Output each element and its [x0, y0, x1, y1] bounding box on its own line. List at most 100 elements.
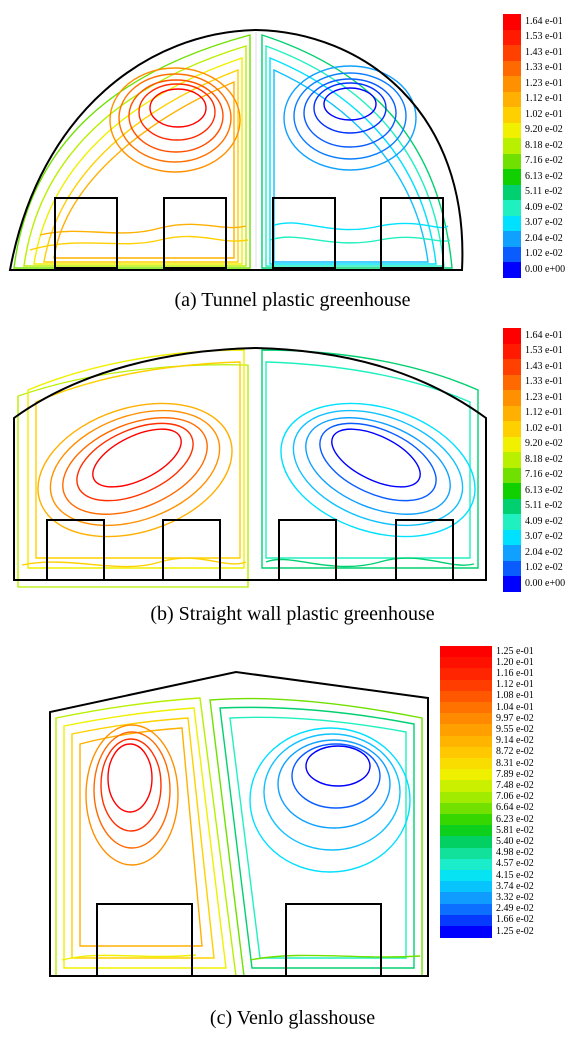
colorbar-tick-label: 1.23 e-01	[525, 77, 563, 89]
colorbar-tick-label: 1.04 e-01	[496, 701, 534, 713]
caption-straight-wall: (b) Straight wall plastic greenhouse	[150, 603, 435, 625]
colorbar-tick-label: 6.13 e-02	[525, 170, 563, 182]
colorbar-swatch	[503, 153, 521, 170]
crop-block	[278, 519, 337, 581]
colorbar-swatch	[503, 138, 521, 154]
colorbar-tick-label: 5.40 e-02	[496, 836, 534, 847]
crop-block	[96, 903, 193, 977]
streamline-plot-venlo	[49, 670, 429, 977]
colorbar-swatch	[503, 467, 521, 484]
colorbar-swatch	[503, 246, 521, 263]
crop-block	[46, 519, 105, 581]
colorbar-tick-label: 3.07 e-02	[525, 531, 563, 543]
colorbar-swatch	[440, 668, 492, 681]
left-vortex-streamlines	[17, 349, 249, 588]
colorbar-swatch	[503, 91, 521, 108]
colorbar-tick-label: 9.55 e-02	[496, 724, 534, 735]
colorbar-tick-label: 1.20 e-01	[496, 656, 534, 668]
colorbar-tick-label: 1.43 e-01	[525, 46, 563, 58]
colorbar-swatch	[503, 483, 521, 499]
colorbar-tick-label: 9.20 e-02	[525, 124, 563, 136]
colorbar-swatch	[503, 14, 521, 30]
colorbar-swatch	[440, 690, 492, 703]
crop-block	[285, 903, 382, 977]
colorbar-tick-label: 1.02 e-01	[525, 422, 563, 434]
colorbar-swatch	[503, 60, 521, 77]
colorbar-tick-label: 6.64 e-02	[496, 802, 534, 814]
colorbar-swatch	[503, 545, 521, 561]
colorbar-swatch	[503, 390, 521, 406]
colorbar-tick-label: 3.07 e-02	[525, 217, 563, 229]
colorbar-tick-label: 1.64 e-01	[525, 329, 563, 341]
colorbar-swatch	[440, 758, 492, 770]
colorbar-swatch	[440, 769, 492, 781]
colorbar-swatch	[503, 45, 521, 61]
caption-venlo: (c) Venlo glasshouse	[209, 1007, 376, 1029]
colorbar-swatch	[440, 847, 492, 860]
caption-tunnel: (a) Tunnel plastic greenhouse	[174, 289, 411, 311]
crop-blocks	[96, 903, 382, 977]
colorbar-swatch	[503, 421, 521, 437]
colorbar-tick-label: 5.11 e-02	[525, 186, 563, 198]
colorbar-swatch	[440, 802, 492, 815]
colorbar-swatch	[440, 903, 492, 916]
right-vortex-streamlines	[209, 697, 423, 977]
colorbar-tick-label: 1.66 e-02	[496, 914, 534, 926]
colorbar-tick-label: 1.23 e-01	[525, 391, 563, 403]
right-vortex-streamlines	[261, 349, 479, 569]
colorbar-tick-label: 1.53 e-01	[525, 31, 563, 43]
colorbar-swatch	[503, 514, 521, 530]
colorbar-tick-label: 1.02 e-02	[525, 562, 563, 574]
colorbar-swatch	[440, 814, 492, 826]
colorbar-swatch	[503, 184, 521, 201]
colorbar-swatch	[440, 713, 492, 725]
lower-streamlines	[61, 954, 421, 961]
colorbar-swatch	[503, 215, 521, 232]
colorbar-swatch	[503, 359, 521, 375]
colorbar-tick-label: 6.23 e-02	[496, 813, 534, 825]
colorbar-swatch	[503, 29, 521, 46]
colorbar-tick-label: 0.00 e+00	[525, 577, 566, 589]
colorbar-tick-label: 7.06 e-02	[496, 791, 534, 803]
colorbar-tick-label: 4.09 e-02	[525, 515, 563, 527]
colorbar-tick-label: 7.48 e-02	[496, 780, 534, 791]
colorbar-swatch	[503, 374, 521, 391]
colorbar-swatch	[503, 560, 521, 577]
greenhouse-outline	[13, 346, 487, 581]
crop-block	[163, 197, 227, 269]
crop-block	[272, 197, 336, 269]
colorbar-swatch	[440, 914, 492, 927]
colorbar-swatch	[503, 498, 521, 515]
colorbar-tick-label: 1.64 e-01	[525, 15, 563, 27]
colorbar-swatch	[503, 231, 521, 247]
lower-streamlines	[29, 222, 451, 251]
colorbar-swatch	[503, 452, 521, 468]
colorbar-tick-label: 1.02 e-01	[525, 108, 563, 120]
colorbar-swatch	[440, 870, 492, 882]
figure-straight-wall: 1.64 e-01 1.53 e-01 1.43 e-01 1.33 e-01 1.23…	[0, 328, 585, 660]
colorbar-tick-label: 1.16 e-01	[496, 668, 534, 679]
colorbar-tick-label: 5.11 e-02	[525, 500, 563, 512]
crop-blocks	[46, 519, 454, 581]
colorbar-tick-label: 1.25 e-02	[496, 925, 534, 937]
colorbar-tick-label: 1.25 e-01	[496, 645, 534, 657]
colorbar-tick-label: 1.43 e-01	[525, 360, 563, 372]
colorbar-tick-label: 8.18 e-02	[525, 139, 563, 151]
colorbar-tick-label: 6.13 e-02	[525, 484, 563, 496]
colorbar-tick-label: 1.53 e-01	[525, 345, 563, 357]
colorbar-swatch	[440, 881, 492, 893]
colorbar-tick-label: 1.02 e-02	[525, 248, 563, 260]
colorbar-swatch	[503, 436, 521, 453]
colorbar-swatch	[503, 200, 521, 216]
crop-block	[395, 519, 454, 581]
colorbar-tick-label: 4.09 e-02	[525, 201, 563, 213]
colorbar-tick-label: 1.12 e-01	[496, 679, 534, 691]
colorbar-swatch	[503, 343, 521, 360]
colorbar-swatch	[503, 76, 521, 92]
colorbar-tick-label: 3.74 e-02	[496, 880, 534, 892]
colorbar-tick-label: 7.16 e-02	[525, 155, 563, 167]
colorbar-swatch	[440, 892, 492, 905]
crop-block	[162, 519, 221, 581]
colorbar-tick-label: 0.00 e+00	[525, 263, 566, 275]
colorbar-swatch	[503, 328, 521, 344]
